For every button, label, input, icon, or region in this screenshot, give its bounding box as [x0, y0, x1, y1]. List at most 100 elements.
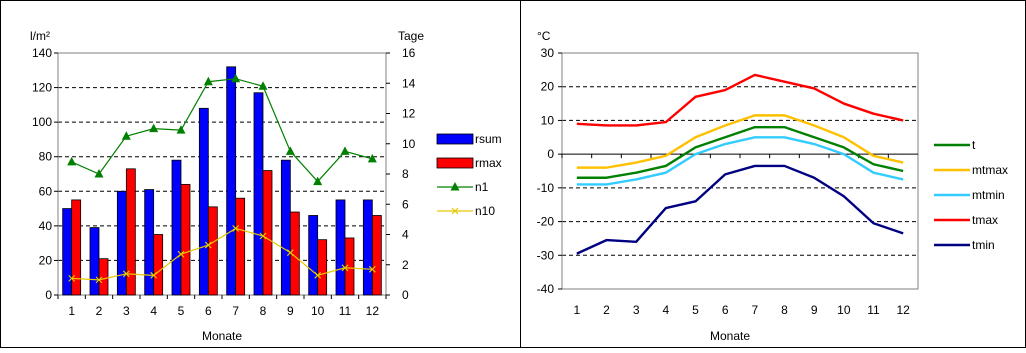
- x-tick-label: 6: [722, 303, 729, 317]
- y2-tick-label: 14: [402, 76, 416, 90]
- legend-label-n1: n1: [475, 180, 489, 194]
- bar-rsum: [253, 92, 264, 296]
- point-n1: [176, 125, 186, 134]
- x-tick-label: 2: [603, 303, 610, 317]
- chart1-y2label: Tage: [398, 29, 424, 43]
- bar-rsum: [89, 227, 100, 296]
- x-tick-label: 5: [692, 303, 699, 317]
- line-mtmin: [576, 136, 904, 186]
- point-n1: [94, 169, 104, 178]
- line-t: [576, 125, 904, 179]
- point-n1: [367, 153, 377, 163]
- legend-label-n10: n10: [475, 204, 495, 218]
- y-tick-label: 20: [541, 80, 555, 94]
- line-mtmax: [576, 114, 904, 169]
- point-n1: [285, 146, 295, 155]
- line-tmax: [576, 73, 904, 127]
- x-tick-label: 7: [751, 303, 758, 317]
- legend-label-tmin: tmin: [972, 238, 995, 252]
- legend-marker-n1: [450, 182, 460, 191]
- x-tick-label: 2: [96, 304, 103, 318]
- legend-label-mtmin: mtmin: [972, 188, 1005, 202]
- y-tick-label: -20: [537, 215, 555, 229]
- y-tick-label: 0: [45, 288, 52, 302]
- bar-rsum: [171, 159, 182, 296]
- y2-tick-label: 0: [402, 288, 409, 302]
- legend-label-t: t: [972, 138, 976, 152]
- bar-rsum: [308, 215, 319, 296]
- x-tick-label: 3: [123, 304, 130, 318]
- point-n1: [340, 146, 350, 155]
- point-n1: [121, 131, 131, 140]
- y-tick-label: 140: [32, 46, 52, 60]
- y-tick-label: 120: [32, 81, 52, 95]
- chart2-ylabel: °C: [537, 29, 551, 43]
- point-n10: [204, 241, 212, 249]
- y-tick-label: -30: [537, 248, 555, 262]
- chart2-xlabel: Monate: [710, 329, 750, 343]
- point-n1: [231, 73, 241, 83]
- x-tick-label: 12: [366, 304, 380, 318]
- y-tick-label: 30: [541, 46, 555, 60]
- point-n1: [67, 156, 77, 166]
- bar-rsum: [144, 189, 155, 296]
- x-tick-label: 8: [260, 304, 267, 318]
- bar-rsum: [226, 66, 237, 296]
- y2-tick-label: 4: [402, 228, 409, 242]
- chart1-ylabel: l/m²: [30, 29, 50, 43]
- bar-rsum: [62, 208, 73, 296]
- y-tick-label: 60: [39, 184, 53, 198]
- bar-rmax: [125, 168, 136, 296]
- x-tick-label: 6: [205, 304, 212, 318]
- legend-label-rsum: rsum: [475, 132, 502, 146]
- y2-tick-label: 10: [402, 137, 416, 151]
- point-n10: [68, 274, 76, 282]
- bar-rsum: [335, 199, 346, 296]
- x-tick-label: 10: [837, 303, 851, 317]
- bar-rsum: [198, 107, 209, 296]
- y2-tick-label: 16: [402, 46, 416, 60]
- bar-rsum: [362, 199, 373, 296]
- x-tick-label: 4: [150, 304, 157, 318]
- x-tick-label: 11: [867, 303, 880, 317]
- bar-rmax: [344, 237, 355, 296]
- point-n1: [313, 176, 323, 186]
- x-tick-label: 5: [178, 304, 185, 318]
- point-n1: [149, 123, 159, 133]
- bar-rmax: [98, 258, 109, 296]
- point-n1: [258, 81, 268, 90]
- bar-rmax: [207, 206, 218, 296]
- point-n10: [122, 270, 130, 278]
- y2-tick-label: 12: [402, 107, 416, 121]
- bar-rmax: [262, 170, 273, 296]
- y-tick-label: -40: [537, 282, 555, 296]
- legend-swatch-rmax: [436, 157, 474, 169]
- x-tick-label: 1: [573, 303, 580, 317]
- x-tick-label: 9: [811, 303, 818, 317]
- point-n10: [259, 232, 267, 240]
- y2-tick-label: 2: [402, 258, 409, 272]
- plot-area: [561, 52, 919, 290]
- y2-tick-label: 6: [402, 197, 409, 211]
- legend-marker-n10: [451, 207, 459, 215]
- point-n10: [341, 264, 349, 272]
- legend-label-tmax: tmax: [972, 213, 998, 227]
- line-n10: [71, 227, 373, 281]
- y-tick-label: 0: [547, 147, 554, 161]
- y2-tick-label: 8: [402, 167, 409, 181]
- x-tick-label: 1: [68, 304, 75, 318]
- x-tick-label: 4: [662, 303, 669, 317]
- bar-rsum: [280, 159, 291, 296]
- x-tick-label: 12: [896, 303, 910, 317]
- bar-rsum: [116, 190, 127, 296]
- chart1-xlabel: Monate: [202, 329, 242, 343]
- x-tick-label: 3: [633, 303, 640, 317]
- point-n10: [150, 271, 158, 279]
- point-n10: [368, 265, 376, 273]
- legend-label-mtmax: mtmax: [972, 163, 1008, 177]
